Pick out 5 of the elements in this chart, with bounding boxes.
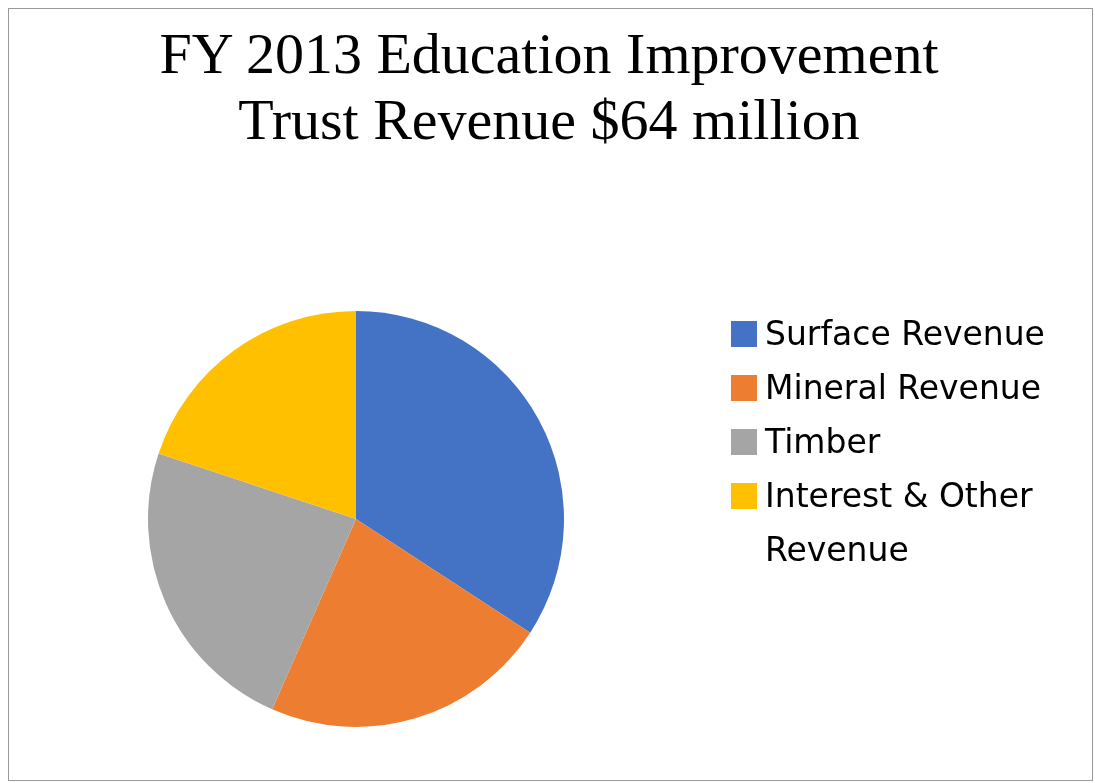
legend-label: Surface Revenue bbox=[765, 313, 1046, 355]
chart-title: FY 2013 Education Improvement Trust Revenue $64 million bbox=[159, 21, 939, 153]
legend-label: Mineral Revenue bbox=[765, 367, 1043, 409]
legend-label: Interest & Other Revenue bbox=[765, 475, 1034, 571]
legend-label: Timber bbox=[765, 421, 882, 463]
